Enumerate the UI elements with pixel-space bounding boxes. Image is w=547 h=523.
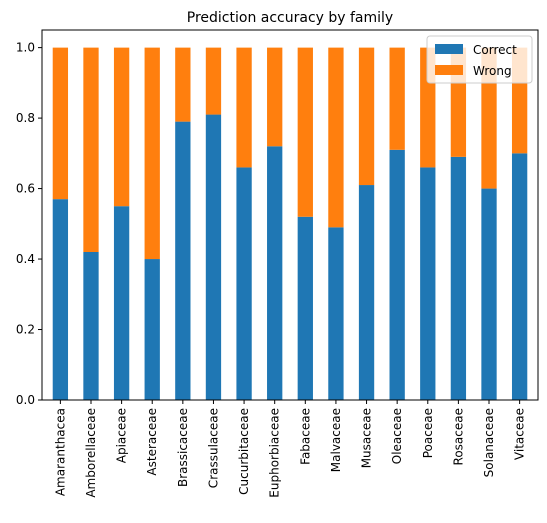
bar-correct-amaranthacea: [52, 199, 69, 400]
y-tick-label: 1.0: [16, 41, 35, 55]
bar-wrong-brassicaceae: [175, 47, 191, 122]
x-tick-label: Amborellaceae: [84, 408, 98, 498]
legend-swatch-correct: [435, 44, 463, 54]
y-tick-label: 0.4: [16, 252, 35, 266]
bar-correct-apiaceae: [113, 206, 130, 400]
x-tick-label: Apiaceae: [115, 408, 129, 463]
bar-correct-crassulaceae: [205, 114, 222, 401]
x-tick-label: Malvaceae: [329, 408, 343, 472]
bar-wrong-cucurbitaceae: [236, 47, 252, 168]
x-tick-label: Brassicaceae: [176, 408, 190, 487]
x-tick-label: Oleaceae: [390, 408, 404, 464]
legend-label-wrong: Wrong: [473, 64, 512, 78]
x-axis: Amaranthacea Amborellaceae Apiaceae Asterac…: [53, 400, 527, 498]
bar-wrong-fabaceae: [297, 47, 313, 217]
bar-wrong-euphorbiaceae: [267, 47, 283, 147]
bar-wrong-oleaceae: [389, 47, 405, 150]
y-tick-label: 0.8: [16, 111, 35, 125]
chart-title: Prediction accuracy by family: [187, 10, 393, 26]
bar-correct-asteraceae: [144, 259, 160, 400]
bar-wrong-musaceae: [358, 47, 375, 186]
plot-frame: [41, 29, 539, 401]
x-tick-label: Amaranthacea: [53, 408, 67, 496]
bar-correct-fabaceae: [297, 216, 313, 400]
bar-wrong-asteraceae: [144, 47, 160, 260]
bar-correct-vitaceae: [511, 153, 528, 400]
x-tick-label: Euphorbiaceae: [268, 408, 282, 498]
bar-correct-poaceae: [420, 167, 436, 400]
y-tick-label: 0.6: [16, 182, 35, 196]
bar-wrong-apiaceae: [113, 47, 130, 207]
legend-swatch-wrong: [435, 65, 463, 75]
bar-wrong-amborellaceae: [83, 47, 99, 252]
x-tick-label: Solanaceae: [482, 408, 496, 477]
bar-wrong-malvaceae: [328, 47, 344, 228]
bar-correct-rosaceae: [450, 156, 467, 400]
bar-wrong-crassulaceae: [205, 47, 222, 115]
bar-correct-amborellaceae: [83, 252, 99, 400]
bar-correct-cucurbitaceae: [236, 167, 252, 400]
bar-correct-brassicaceae: [175, 121, 191, 400]
legend-label-correct: Correct: [473, 43, 517, 57]
bar-correct-solanaceae: [481, 188, 497, 400]
legend: Correct Wrong: [426, 35, 533, 84]
x-tick-label: Rosaceae: [451, 408, 465, 465]
bar-correct-euphorbiaceae: [267, 146, 283, 400]
y-axis: 0.0 0.2 0.4 0.6 0.8 1.0: [16, 41, 42, 407]
x-tick-label: Cucurbitaceae: [237, 408, 251, 495]
bar-correct-malvaceae: [328, 227, 344, 400]
bar-correct-oleaceae: [389, 149, 405, 400]
x-tick-label: Crassulaceae: [206, 408, 220, 488]
y-tick-label: 0.2: [16, 323, 35, 337]
x-tick-label: Asteraceae: [145, 408, 159, 476]
bars-group: [52, 47, 528, 401]
y-tick-label: 0.0: [16, 393, 35, 407]
x-tick-label: Poaceae: [421, 408, 435, 458]
x-tick-label: Vitaceae: [513, 408, 527, 460]
x-tick-label: Fabaceae: [298, 408, 312, 465]
bar-correct-musaceae: [358, 185, 375, 400]
bar-wrong-amaranthacea: [52, 47, 69, 200]
x-tick-label: Musaceae: [360, 408, 374, 468]
